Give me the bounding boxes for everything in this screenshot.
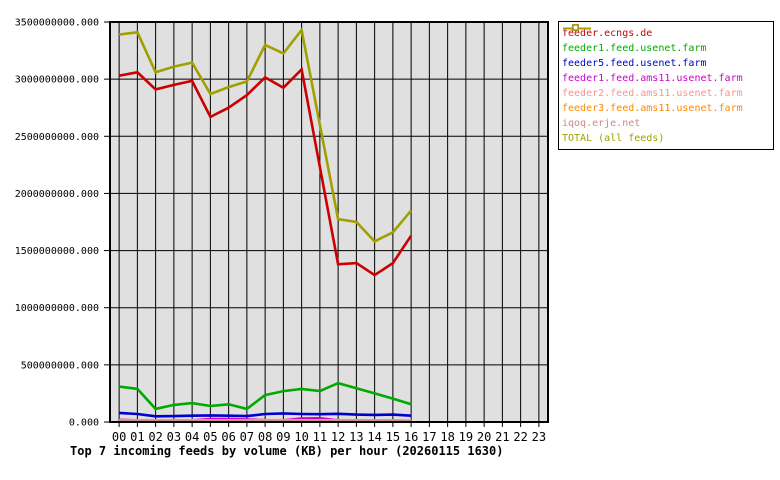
series-line-feeder-ecngs-de [118, 66, 413, 277]
x-axis-label: 10 [294, 430, 308, 444]
x-axis-label: 18 [440, 430, 454, 444]
legend-label: feeder1.feed.ams11.usenet.farm [562, 73, 743, 84]
legend-item: feeder3.feed.ams11.usenet.farm [559, 24, 773, 116]
legend-item: feeder5.feed.usenet.farm [559, 24, 773, 71]
x-axis-label: 12 [331, 430, 345, 444]
x-axis-label: 16 [404, 430, 418, 444]
legend-label: feeder2.feed.ams11.usenet.farm [562, 88, 743, 99]
plot-border [109, 21, 549, 423]
x-axis-label: 07 [240, 430, 254, 444]
x-axis-label: 17 [422, 430, 436, 444]
legend-item: feeder1.feed.ams11.usenet.farm [559, 24, 773, 86]
x-axis-label: 11 [313, 430, 327, 444]
y-axis-label: 1000000000.000 [15, 303, 99, 314]
x-axis-label: 22 [513, 430, 527, 444]
y-axis-label: 500000000.000 [21, 360, 99, 371]
x-axis-label: 04 [185, 430, 199, 444]
y-axis-label: 2000000000.000 [15, 189, 99, 200]
x-axis-label: 13 [349, 430, 363, 444]
legend-item: feeder1.feed.usenet.farm [559, 24, 773, 56]
x-axis-label: 03 [167, 430, 181, 444]
y-axis-label: 1500000000.000 [15, 246, 99, 257]
x-axis-label: 15 [386, 430, 400, 444]
legend-line-swatch [563, 24, 591, 31]
x-axis-label: 21 [495, 430, 509, 444]
x-axis-label: 05 [203, 430, 217, 444]
legend-item: TOTAL (all feeds) [559, 24, 773, 146]
legend-label: feeder.ecngs.de [562, 28, 653, 39]
x-axis-label: 09 [276, 430, 290, 444]
y-axis-label: 3500000000.000 [15, 18, 99, 29]
x-axis-label: 08 [258, 430, 272, 444]
legend-label: feeder5.feed.usenet.farm [562, 58, 707, 69]
series-line-feeder1-feed-usenet-farm [118, 381, 412, 411]
x-axis-label: 00 [112, 430, 126, 444]
x-axis-label: 01 [130, 430, 144, 444]
legend-item: iqoq.erje.net [559, 24, 773, 131]
legend-label: iqoq.erje.net [562, 118, 641, 129]
x-axis-label: 14 [367, 430, 381, 444]
series-line-total-all-feeds- [118, 26, 413, 243]
x-axis-label: 19 [459, 430, 473, 444]
y-axis-label: 2500000000.000 [15, 132, 99, 143]
legend-label: feeder1.feed.usenet.farm [562, 43, 707, 54]
y-axis-label: 3000000000.000 [15, 75, 99, 86]
x-axis-label: 23 [532, 430, 546, 444]
legend-label: feeder3.feed.ams11.usenet.farm [562, 103, 743, 114]
legend: feeder.ecngs.de feeder1.feed.usenet.farm f… [558, 21, 774, 150]
y-axis-label: 0.000 [69, 418, 99, 429]
chart-title: Top 7 incoming feeds by volume (KB) per … [70, 444, 504, 458]
series-line-feeder5-feed-usenet-farm [119, 411, 412, 418]
legend-item: feeder2.feed.ams11.usenet.farm [559, 24, 773, 101]
x-axis-label: 20 [477, 430, 491, 444]
x-axis-label: 02 [148, 430, 162, 444]
x-axis-label: 06 [221, 430, 235, 444]
legend-label: TOTAL (all feeds) [562, 133, 665, 144]
